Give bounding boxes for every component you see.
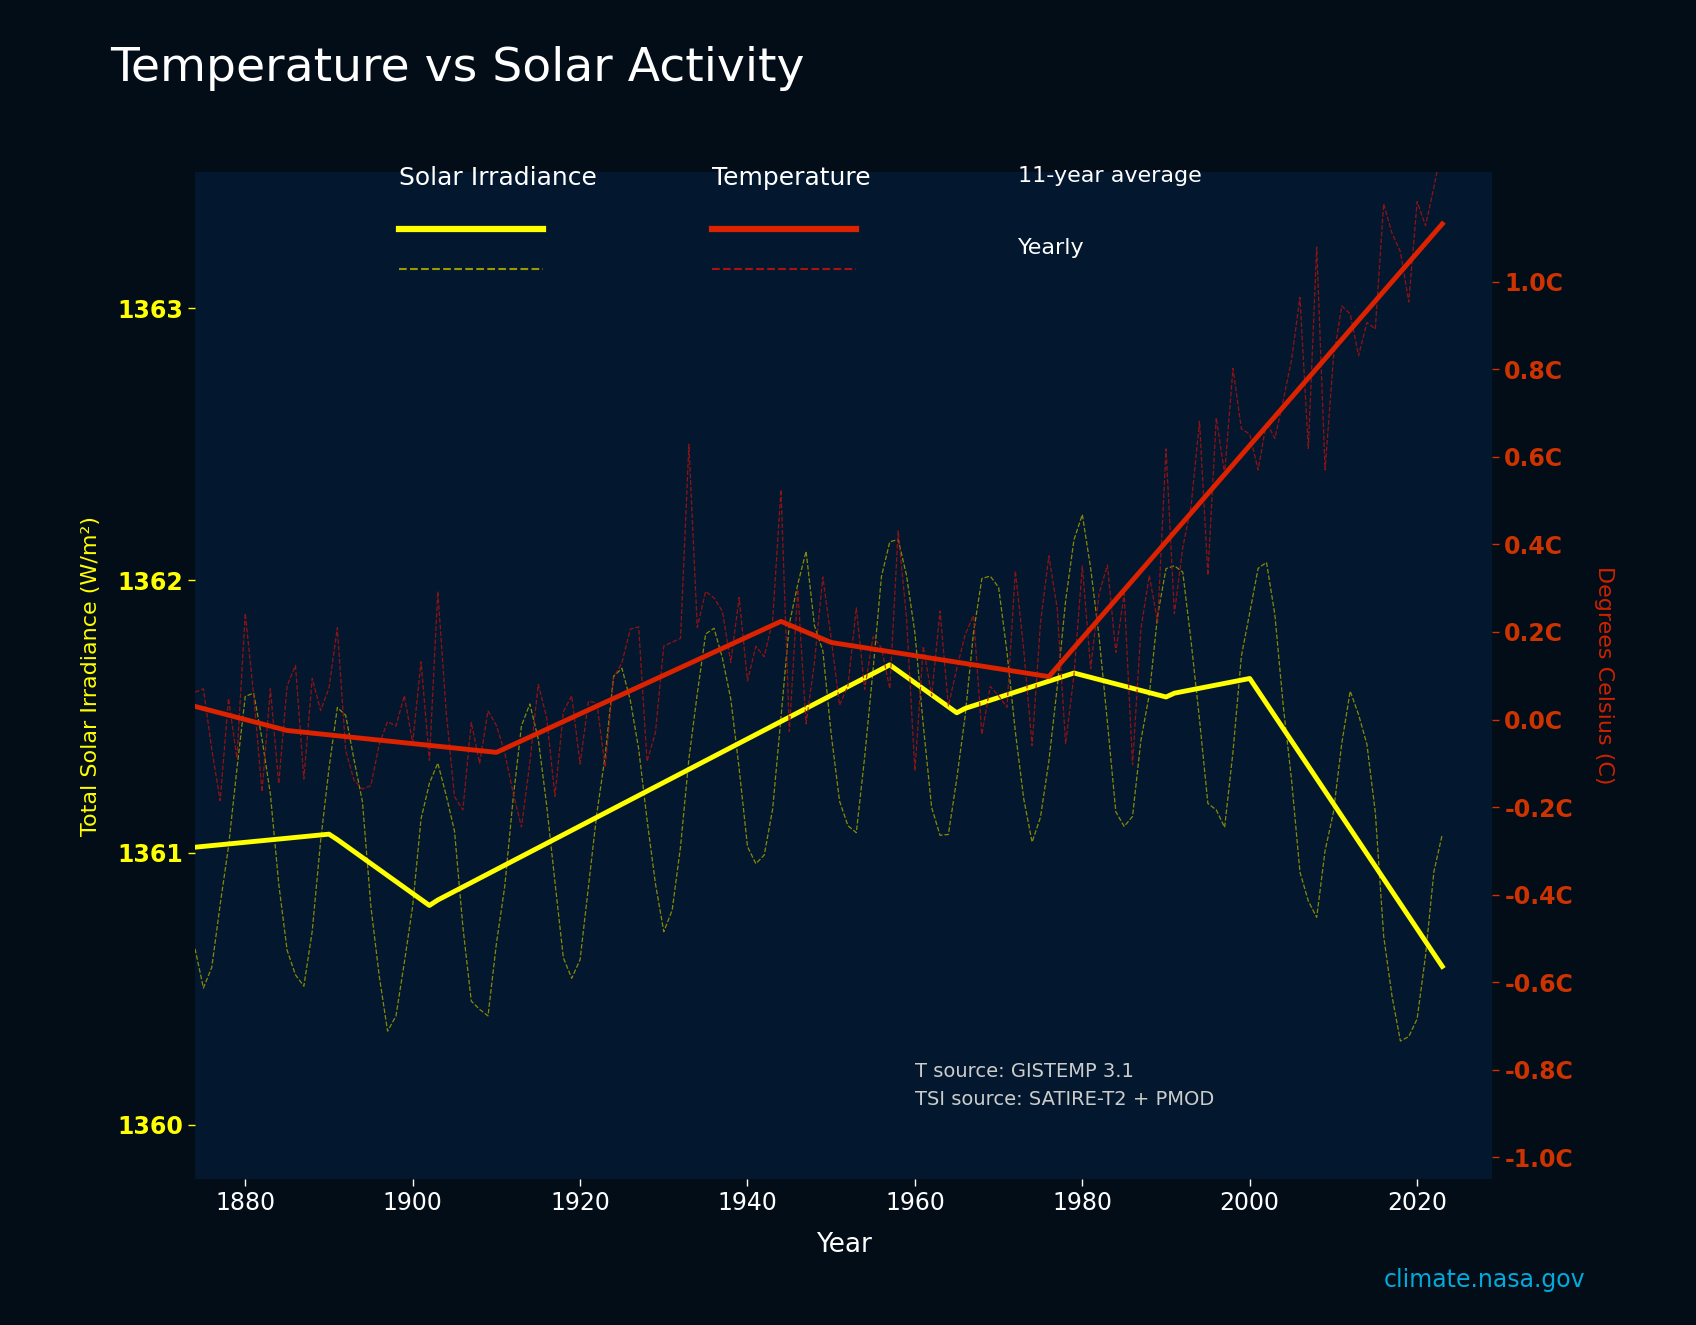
Text: Yearly: Yearly: [1018, 238, 1084, 258]
Y-axis label: Total Solar Irradiance (W/m²): Total Solar Irradiance (W/m²): [81, 515, 100, 836]
Text: Solar Irradiance: Solar Irradiance: [399, 166, 597, 189]
Text: 11-year average: 11-year average: [1018, 166, 1201, 186]
X-axis label: Year: Year: [816, 1232, 872, 1257]
Text: Temperature: Temperature: [712, 166, 872, 189]
Text: T source: GISTEMP 3.1
TSI source: SATIRE-T2 + PMOD: T source: GISTEMP 3.1 TSI source: SATIRE…: [914, 1061, 1214, 1109]
Text: Temperature vs Solar Activity: Temperature vs Solar Activity: [110, 46, 804, 91]
Y-axis label: Degrees Celsius (C): Degrees Celsius (C): [1594, 567, 1615, 784]
Text: climate.nasa.gov: climate.nasa.gov: [1384, 1268, 1586, 1292]
